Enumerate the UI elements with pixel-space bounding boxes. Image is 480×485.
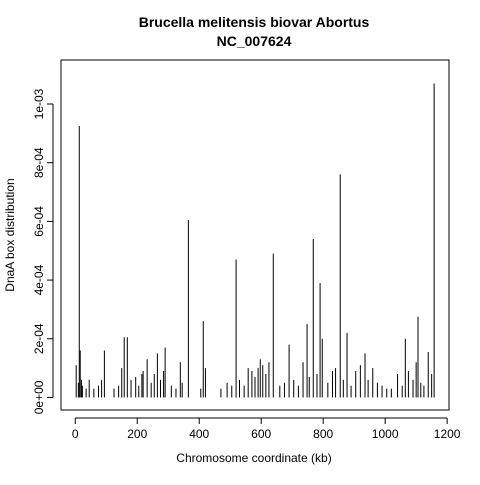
x-tick-label: 600 [251,427,271,441]
y-tick-label: 0e+00 [32,380,46,414]
y-tick-label: 8e-04 [32,147,46,178]
y-tick-label: 4e-04 [32,264,46,295]
y-tick-label: 1e-03 [32,88,46,119]
x-tick-label: 400 [189,427,209,441]
chart-title: Brucella melitensis biovar Abortus [139,14,370,30]
chart-title: NC_007624 [217,33,292,49]
x-tick-label: 1200 [434,427,461,441]
x-tick-label: 800 [313,427,333,441]
y-tick-label: 6e-04 [32,206,46,237]
x-axis-label: Chromosome coordinate (kb) [176,451,331,465]
y-axis-label: DnaA box distribution [3,178,17,291]
x-tick-label: 200 [127,427,147,441]
plot-frame [60,59,450,411]
x-tick-label: 0 [72,427,79,441]
y-tick-label: 2e-04 [32,323,46,354]
x-tick-label: 1000 [372,427,399,441]
